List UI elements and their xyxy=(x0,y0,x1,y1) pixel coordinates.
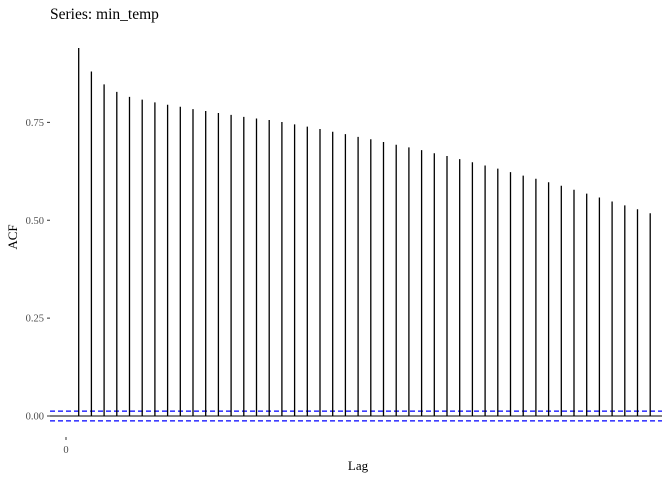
y-tick-label: 0.50 xyxy=(26,216,44,227)
x-axis: 0 xyxy=(63,437,69,456)
y-tick-label: 0.75 xyxy=(26,118,44,129)
chart-title: Series: min_temp xyxy=(50,6,159,23)
x-axis-title: Lag xyxy=(348,458,369,473)
y-axis-title: ACF xyxy=(5,224,20,249)
confidence-bounds xyxy=(50,410,662,422)
acf-bars xyxy=(78,47,651,416)
y-axis: 0.00 0.25 0.50 0.75 xyxy=(26,118,50,423)
y-tick-label: 0.25 xyxy=(26,314,44,325)
y-tick-label: 0.00 xyxy=(26,412,44,423)
x-tick-label: 0 xyxy=(63,445,68,456)
